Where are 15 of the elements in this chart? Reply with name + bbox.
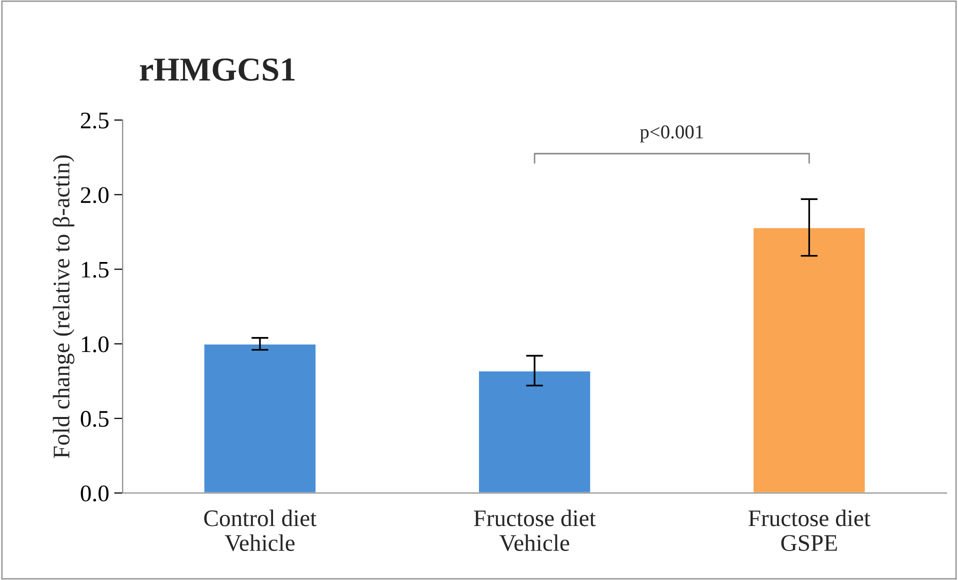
y-tick-label: 2.5 — [80, 112, 109, 129]
bar — [202, 343, 317, 493]
x-tick-label: Fructose diet Vehicle — [474, 510, 596, 552]
y-tick-label: 2.0 — [80, 187, 109, 204]
chart-title: rHMGCS1 — [140, 58, 295, 81]
y-tick-label: 0.0 — [80, 485, 109, 502]
y-tick-label: 1.0 — [82, 336, 109, 352]
y-axis-title: Fold change (relative to β-actin) — [52, 155, 74, 458]
x-tick-label: Fructose diet GSPE — [748, 510, 870, 551]
y-tick-label: 1.5 — [82, 262, 109, 278]
x-tick-label: Control diet Vehicle — [204, 510, 317, 552]
bar — [478, 370, 592, 493]
y-tick-label: 0.5 — [80, 410, 109, 427]
annotation: p<0.001 — [640, 125, 703, 142]
bar — [752, 226, 866, 493]
